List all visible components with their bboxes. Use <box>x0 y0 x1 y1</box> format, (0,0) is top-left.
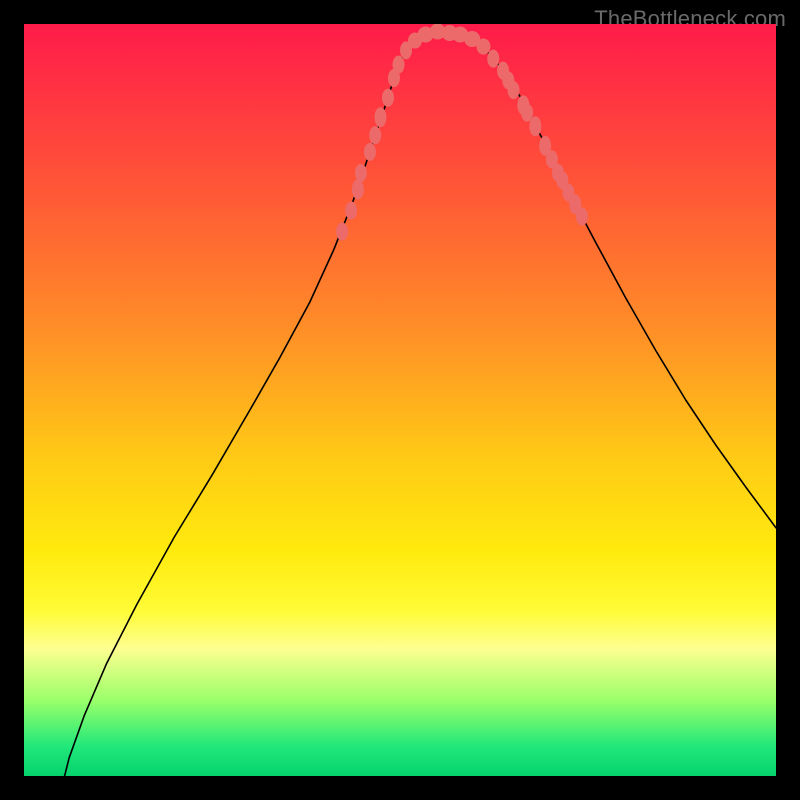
data-marker <box>369 126 381 144</box>
data-marker <box>382 89 394 107</box>
plot-area <box>24 24 776 776</box>
data-marker <box>352 179 364 199</box>
data-marker <box>374 107 386 127</box>
plot-svg <box>24 24 776 776</box>
chart-frame: TheBottleneck.com <box>0 0 800 800</box>
data-marker <box>529 116 541 136</box>
data-marker <box>576 208 588 226</box>
data-marker <box>487 50 499 68</box>
data-marker <box>476 39 490 55</box>
data-marker <box>393 56 405 74</box>
data-marker <box>336 223 348 241</box>
data-marker <box>508 81 520 99</box>
data-marker <box>355 164 367 182</box>
data-marker <box>345 202 357 220</box>
gradient-background <box>24 24 776 776</box>
data-marker <box>364 143 376 161</box>
